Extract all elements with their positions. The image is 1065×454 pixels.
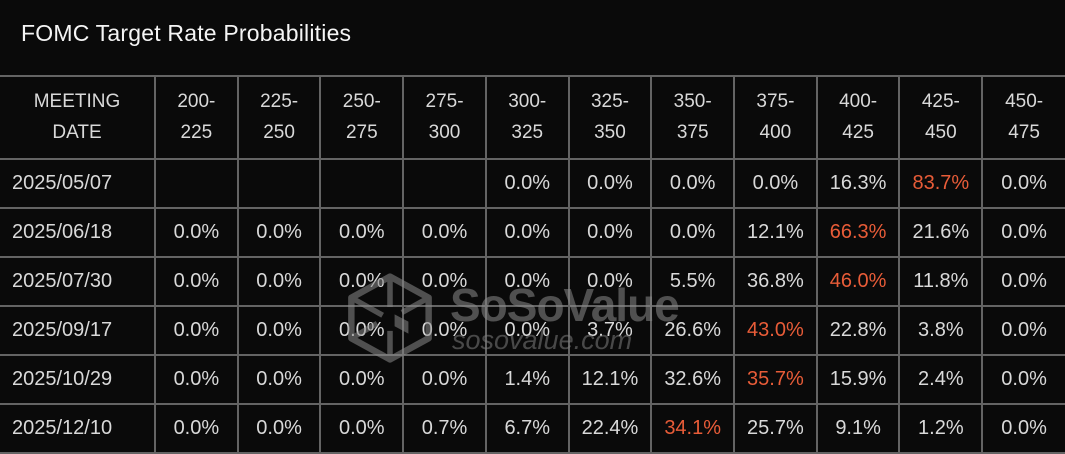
meeting-date-cell: 2025/07/30 <box>0 256 156 307</box>
probability-cell: 3.8% <box>898 305 984 356</box>
probability-cell: 0.0% <box>650 207 736 258</box>
probability-cell: 0.0% <box>484 207 570 258</box>
probability-cell: 0.0% <box>981 256 1065 307</box>
probability-cell: 22.8% <box>815 305 901 356</box>
rate-range-header: 400- 425 <box>815 75 901 160</box>
rate-range-header: 300- 325 <box>484 75 570 160</box>
probability-cell: 0.0% <box>981 403 1065 454</box>
probability-cell: 0.0% <box>981 305 1065 356</box>
header-row: MEETING DATE 200- 225 225- 250 250- 275 275-… <box>0 75 1065 160</box>
probability-table: MEETING DATE 200- 225 225- 250 250- 275 275-… <box>0 75 1065 454</box>
rate-range-header: 325- 350 <box>567 75 653 160</box>
probability-cell: 15.9% <box>815 354 901 405</box>
probability-cell: 0.0% <box>319 256 405 307</box>
probability-cell: 12.1% <box>733 207 818 258</box>
probability-cell: 0.0% <box>154 256 239 307</box>
highlighted-probability-cell: 66.3% <box>815 207 901 258</box>
probability-cell <box>236 158 322 209</box>
rate-range-header: 200- 225 <box>154 75 239 160</box>
title-bar: FOMC Target Rate Probabilities <box>0 0 1065 75</box>
meeting-date-cell: 2025/09/17 <box>0 305 156 356</box>
probability-cell: 0.0% <box>154 354 239 405</box>
probability-cell: 22.4% <box>567 403 653 454</box>
probability-cell: 5.5% <box>650 256 736 307</box>
highlighted-probability-cell: 43.0% <box>733 305 818 356</box>
probability-cell: 0.0% <box>236 354 322 405</box>
probability-cell <box>154 158 239 209</box>
table-row: 2025/07/30 0.0% 0.0% 0.0% 0.0% 0.0% 0.0% 5.5% 36… <box>0 256 1065 307</box>
meeting-date-cell: 2025/12/10 <box>0 403 156 454</box>
probability-cell: 0.0% <box>154 305 239 356</box>
probability-cell: 16.3% <box>815 158 901 209</box>
probability-cell: 26.6% <box>650 305 736 356</box>
table-row: 2025/12/10 0.0% 0.0% 0.0% 0.7% 6.7% 22.4% 34.1%… <box>0 403 1065 454</box>
probability-cell: 0.0% <box>236 256 322 307</box>
probability-cell: 0.0% <box>981 354 1065 405</box>
probability-cell: 0.0% <box>981 158 1065 209</box>
probability-cell: 0.0% <box>484 256 570 307</box>
probability-cell: 6.7% <box>484 403 570 454</box>
probability-cell <box>319 158 405 209</box>
probability-cell: 1.4% <box>484 354 570 405</box>
probability-cell: 0.0% <box>236 207 322 258</box>
probability-cell: 0.0% <box>319 403 405 454</box>
probability-cell: 0.0% <box>236 305 322 356</box>
probability-cell: 0.0% <box>650 158 736 209</box>
probability-cell: 11.8% <box>898 256 984 307</box>
highlighted-probability-cell: 46.0% <box>815 256 901 307</box>
probability-cell: 0.0% <box>981 207 1065 258</box>
probability-cell: 0.7% <box>402 403 487 454</box>
probability-cell: 12.1% <box>567 354 653 405</box>
probability-cell: 2.4% <box>898 354 984 405</box>
table-row: 2025/05/07 0.0% 0.0% 0.0% 0.0% 16.3% 83.7% 0.0% <box>0 158 1065 209</box>
probability-cell: 0.0% <box>402 207 487 258</box>
highlighted-probability-cell: 34.1% <box>650 403 736 454</box>
probability-cell: 1.2% <box>898 403 984 454</box>
page-title: FOMC Target Rate Probabilities <box>21 20 352 46</box>
table-row: 2025/10/29 0.0% 0.0% 0.0% 0.0% 1.4% 12.1% 32.6%… <box>0 354 1065 405</box>
probability-cell <box>402 158 487 209</box>
probability-cell: 0.0% <box>402 305 487 356</box>
probability-cell: 3.7% <box>567 305 653 356</box>
rate-range-header: 275- 300 <box>402 75 487 160</box>
probability-cell: 0.0% <box>733 158 818 209</box>
probability-cell: 25.7% <box>733 403 818 454</box>
probability-cell: 9.1% <box>815 403 901 454</box>
rate-range-header: 450- 475 <box>981 75 1065 160</box>
highlighted-probability-cell: 83.7% <box>898 158 984 209</box>
probability-cell: 21.6% <box>898 207 984 258</box>
probability-cell: 0.0% <box>402 354 487 405</box>
probability-cell: 0.0% <box>567 256 653 307</box>
probability-cell: 0.0% <box>484 158 570 209</box>
probability-cell: 36.8% <box>733 256 818 307</box>
probability-cell: 32.6% <box>650 354 736 405</box>
probability-cell: 0.0% <box>154 207 239 258</box>
highlighted-probability-cell: 35.7% <box>733 354 818 405</box>
table-body: 2025/05/07 0.0% 0.0% 0.0% 0.0% 16.3% 83.7% 0.0%… <box>0 158 1065 454</box>
table-row: 2025/09/17 0.0% 0.0% 0.0% 0.0% 0.0% 3.7% 26.6% 4… <box>0 305 1065 356</box>
probability-cell: 0.0% <box>319 207 405 258</box>
probability-cell: 0.0% <box>567 158 653 209</box>
rate-range-header: 225- 250 <box>236 75 322 160</box>
meeting-date-header: MEETING DATE <box>0 75 156 160</box>
probability-cell: 0.0% <box>319 305 405 356</box>
probability-cell: 0.0% <box>567 207 653 258</box>
rate-range-header: 350- 375 <box>650 75 736 160</box>
rate-range-header: 425- 450 <box>898 75 984 160</box>
meeting-date-cell: 2025/06/18 <box>0 207 156 258</box>
meeting-date-cell: 2025/05/07 <box>0 158 156 209</box>
rate-range-header: 250- 275 <box>319 75 405 160</box>
table-row: 2025/06/18 0.0% 0.0% 0.0% 0.0% 0.0% 0.0% 0.0% 12… <box>0 207 1065 258</box>
probability-cell: 0.0% <box>484 305 570 356</box>
probability-cell: 0.0% <box>154 403 239 454</box>
probability-cell: 0.0% <box>402 256 487 307</box>
probability-cell: 0.0% <box>319 354 405 405</box>
meeting-date-cell: 2025/10/29 <box>0 354 156 405</box>
probability-cell: 0.0% <box>236 403 322 454</box>
rate-range-header: 375- 400 <box>733 75 818 160</box>
